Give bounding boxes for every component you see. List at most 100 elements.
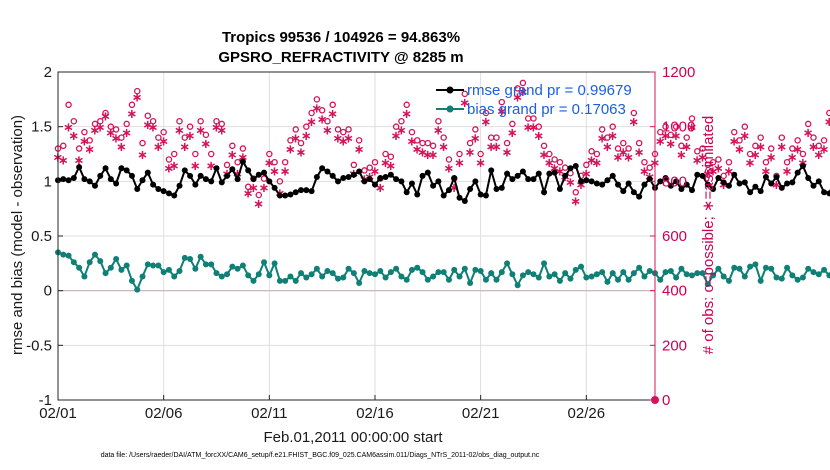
- rmse-point: [504, 170, 511, 177]
- rmse-point: [155, 185, 162, 192]
- possible-obs-point: [699, 145, 706, 152]
- bias-point: [218, 273, 225, 280]
- bias-point: [208, 261, 215, 268]
- possible-obs-point: [371, 158, 379, 166]
- bias-point: [694, 270, 701, 277]
- rmse-point: [583, 177, 590, 184]
- assimilated-obs-point: ∗: [459, 96, 470, 111]
- bias-point: [403, 276, 410, 283]
- assimilated-obs-point: ∗: [660, 129, 671, 144]
- rmse-point: [678, 185, 685, 192]
- bias-point: [762, 264, 769, 271]
- bias-point: [456, 273, 463, 280]
- possible-obs-point: [207, 150, 215, 158]
- bias-point: [688, 272, 695, 279]
- possible-obs-point: [435, 117, 442, 125]
- possible-obs-point: [804, 120, 812, 128]
- assimilated-obs-point: ∗: [734, 143, 745, 158]
- assimilated-obs-point: ∗: [401, 107, 412, 122]
- rmse-point: [630, 189, 637, 196]
- assimilated-obs-point: ∗: [528, 121, 539, 136]
- bias-point: [493, 276, 500, 283]
- rmse-point: [160, 188, 167, 195]
- possible-obs-point: [382, 150, 389, 158]
- bias-point: [287, 273, 294, 280]
- assimilated-obs-point: ∗: [269, 164, 280, 179]
- possible-obs-point: [186, 123, 194, 130]
- x-tick-label: 02/06: [145, 405, 183, 422]
- rmse-point: [86, 178, 93, 185]
- possible-obs-point: [678, 142, 685, 150]
- possible-obs-point: [65, 101, 72, 109]
- assimilated-obs-point: ∗: [549, 162, 560, 177]
- assimilated-obs-point: ∗: [623, 151, 634, 166]
- possible-obs-point: [546, 150, 553, 158]
- possible-obs-point: [657, 128, 664, 136]
- rmse-point: [773, 173, 780, 180]
- rmse-point: [461, 198, 468, 205]
- assimilated-obs-point: ∗: [671, 129, 682, 144]
- bias-point: [562, 270, 569, 277]
- possible-obs-point: [503, 139, 511, 147]
- rmse-point: [567, 165, 574, 172]
- possible-obs-point: [440, 134, 447, 141]
- possible-obs-point: [266, 150, 273, 158]
- legend-bias-marker: [446, 105, 454, 113]
- assimilated-obs-point: ∗: [338, 134, 349, 149]
- bias-point: [65, 252, 72, 259]
- assimilated-obs-point: ∗: [311, 102, 322, 117]
- possible-obs-point: [514, 85, 521, 92]
- possible-obs-point: [192, 150, 199, 158]
- possible-obs-point: [102, 109, 109, 117]
- possible-obs-point: [355, 137, 363, 144]
- assimilated-obs-point: ∗: [803, 126, 814, 141]
- bias-point: [224, 271, 231, 278]
- rmse-point: [298, 187, 305, 194]
- bias-point: [609, 270, 616, 277]
- rmse-point: [303, 187, 310, 194]
- assimilated-obs-point: ∗: [454, 156, 465, 171]
- rmse-point: [704, 181, 711, 188]
- rmse-point: [118, 165, 125, 172]
- assimilated-obs-point: ∗: [517, 85, 528, 100]
- assimilated-obs-point: ∗: [808, 140, 819, 155]
- y-tick-label-left: 0.5: [31, 228, 52, 245]
- bias-point: [699, 270, 706, 277]
- assimilated-obs-point: ∗: [687, 121, 698, 136]
- rmse-point: [229, 166, 236, 173]
- rmse-point: [197, 172, 204, 179]
- possible-obs-point: [123, 120, 130, 128]
- bias-point: [794, 276, 801, 283]
- bias-point: [567, 275, 574, 282]
- x-tick-label: 02/26: [568, 405, 606, 422]
- possible-obs-point: [815, 142, 823, 150]
- bias-point: [731, 264, 738, 271]
- possible-obs-point: [112, 126, 120, 133]
- bias-point: [329, 270, 336, 277]
- y-tick-label-right: 0: [662, 392, 670, 409]
- possible-obs-point: [572, 189, 580, 196]
- bias-point: [134, 286, 141, 293]
- bias-point: [171, 273, 178, 280]
- rmse-point: [578, 178, 585, 185]
- y-tick-label-left: -1: [39, 392, 52, 409]
- assimilated-obs-point: ∗: [68, 129, 79, 144]
- rmse-point: [271, 184, 278, 191]
- possible-obs-point: [583, 161, 590, 169]
- possible-obs-point: [97, 117, 104, 125]
- bias-point: [789, 272, 796, 279]
- rmse-point: [482, 192, 489, 199]
- bias-point: [155, 262, 162, 269]
- bias-point: [482, 276, 489, 283]
- assimilated-obs-point: ∗: [597, 132, 608, 147]
- rmse-point: [102, 165, 109, 172]
- possible-obs-point: [107, 123, 115, 130]
- rmse-point: [81, 176, 88, 183]
- rmse-point: [641, 181, 648, 188]
- x-tick-label: 02/11: [251, 405, 287, 422]
- rmse-point: [107, 176, 114, 183]
- bias-point: [308, 271, 315, 278]
- rmse-point: [673, 178, 680, 185]
- possible-obs-point: [477, 150, 484, 158]
- bias-point: [371, 271, 378, 278]
